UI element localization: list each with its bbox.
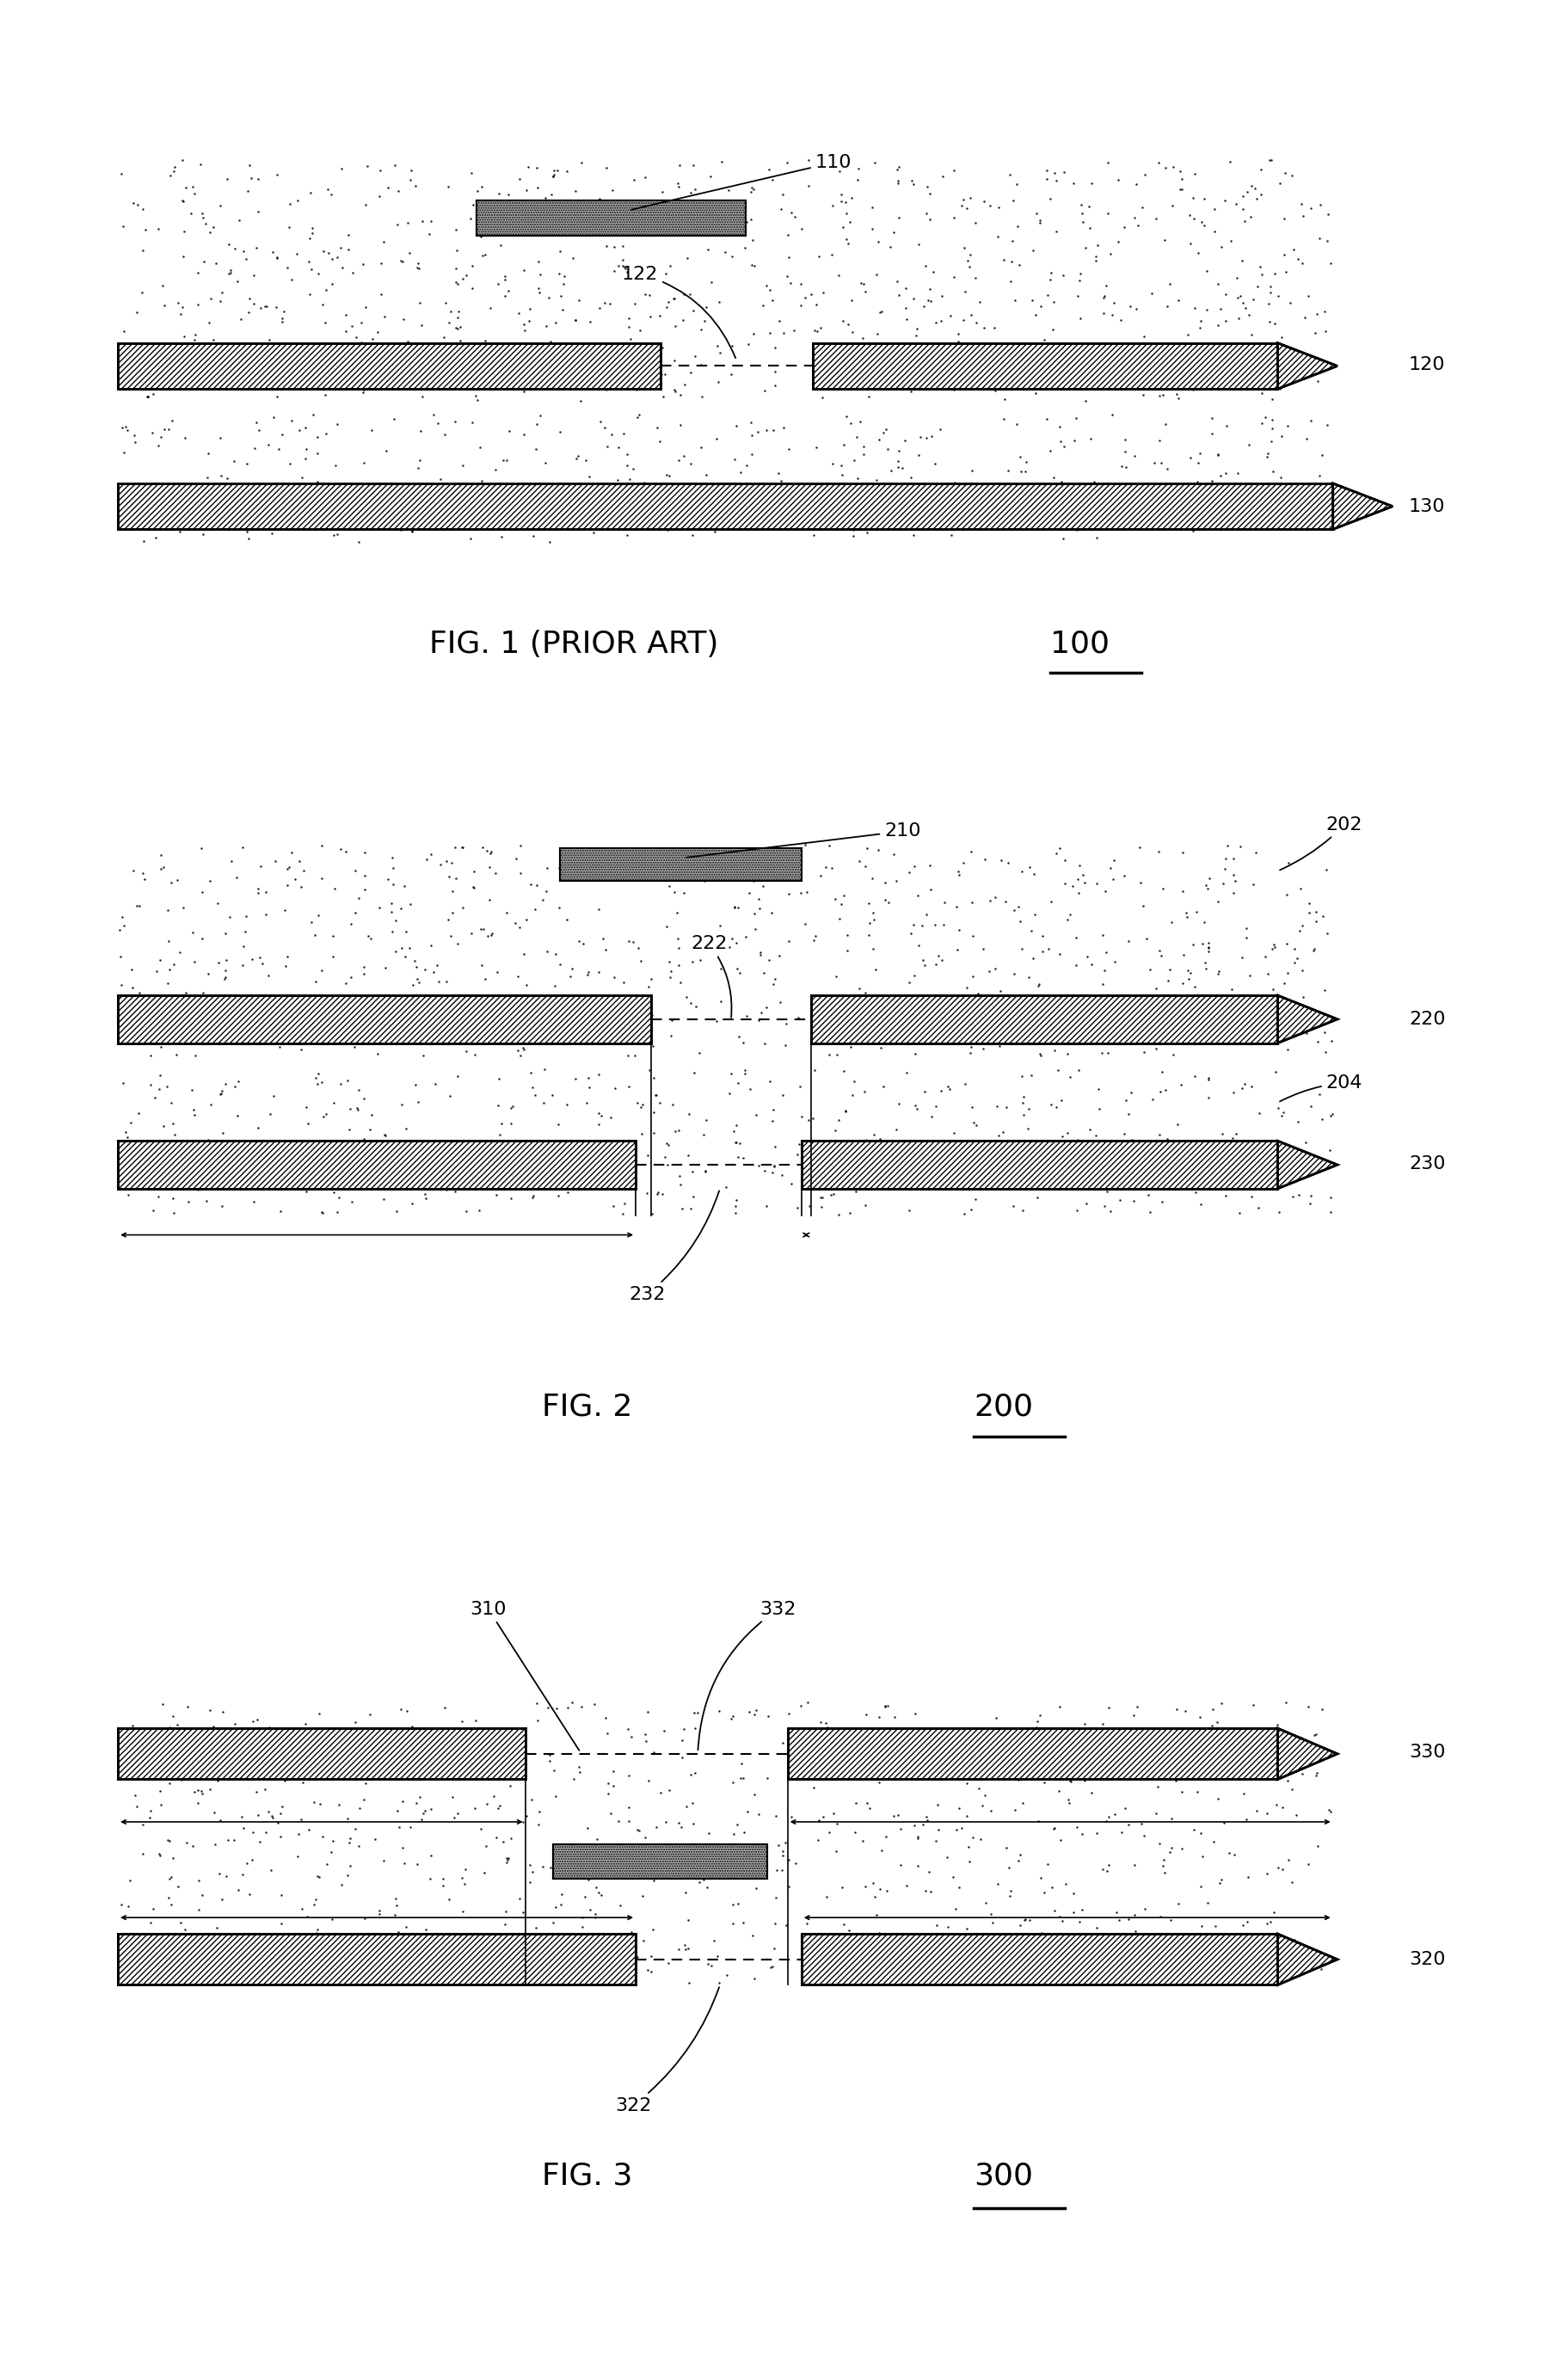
- Bar: [552, 1846, 767, 1879]
- Bar: [801, 1933, 1276, 1985]
- Bar: [118, 1933, 635, 1985]
- Text: 220: 220: [1408, 1011, 1444, 1028]
- Text: 130: 130: [1408, 499, 1444, 515]
- Text: 320: 320: [1408, 1952, 1444, 1968]
- Bar: [477, 201, 746, 236]
- Bar: [552, 1846, 767, 1879]
- Bar: [552, 1846, 767, 1879]
- Bar: [118, 484, 1333, 529]
- Bar: [801, 1933, 1276, 1985]
- Bar: [787, 1727, 1276, 1779]
- Bar: [811, 995, 1276, 1042]
- Bar: [812, 343, 1276, 390]
- Text: 300: 300: [974, 2162, 1033, 2191]
- Bar: [801, 1141, 1276, 1189]
- Bar: [787, 1727, 1276, 1779]
- Bar: [560, 848, 801, 881]
- Bar: [118, 1141, 635, 1189]
- Text: 204: 204: [1279, 1075, 1363, 1101]
- Text: 110: 110: [630, 154, 851, 210]
- Text: 310: 310: [470, 1600, 579, 1751]
- Text: 120: 120: [1408, 357, 1444, 373]
- Text: FIG. 3: FIG. 3: [543, 2162, 632, 2191]
- Polygon shape: [1276, 1933, 1336, 1985]
- Bar: [811, 995, 1276, 1042]
- Text: 322: 322: [615, 1987, 718, 2115]
- Bar: [787, 1727, 1276, 1779]
- Bar: [477, 201, 746, 236]
- Bar: [801, 1141, 1276, 1189]
- Bar: [118, 484, 1333, 529]
- Bar: [118, 343, 660, 390]
- Bar: [118, 1141, 635, 1189]
- Bar: [118, 1141, 635, 1189]
- Bar: [118, 343, 660, 390]
- Text: 122: 122: [621, 265, 735, 359]
- Bar: [801, 1933, 1276, 1985]
- Polygon shape: [1276, 343, 1336, 390]
- Text: 332: 332: [698, 1600, 797, 1751]
- Bar: [118, 1933, 635, 1985]
- Bar: [560, 848, 801, 881]
- Text: 222: 222: [690, 936, 731, 1018]
- Bar: [811, 995, 1276, 1042]
- Polygon shape: [1333, 484, 1392, 529]
- Bar: [118, 1727, 525, 1779]
- Bar: [560, 848, 801, 881]
- Bar: [118, 343, 660, 390]
- Bar: [118, 995, 651, 1042]
- Text: FIG. 2: FIG. 2: [543, 1392, 632, 1423]
- Bar: [812, 343, 1276, 390]
- Bar: [801, 1141, 1276, 1189]
- Bar: [118, 1727, 525, 1779]
- Text: 100: 100: [1049, 629, 1109, 659]
- Bar: [118, 995, 651, 1042]
- Text: 210: 210: [687, 822, 920, 858]
- Text: 230: 230: [1408, 1156, 1444, 1172]
- Text: 330: 330: [1408, 1744, 1444, 1760]
- Bar: [118, 995, 651, 1042]
- Text: FIG. 1 (PRIOR ART): FIG. 1 (PRIOR ART): [428, 629, 718, 659]
- Text: 232: 232: [629, 1191, 718, 1302]
- Text: 202: 202: [1279, 815, 1363, 870]
- Polygon shape: [1276, 995, 1336, 1042]
- Polygon shape: [1276, 1727, 1336, 1779]
- Bar: [812, 343, 1276, 390]
- Bar: [477, 201, 746, 236]
- Bar: [118, 1727, 525, 1779]
- Bar: [118, 1933, 635, 1985]
- Bar: [118, 484, 1333, 529]
- Polygon shape: [1276, 1141, 1336, 1189]
- Text: 200: 200: [974, 1392, 1033, 1423]
